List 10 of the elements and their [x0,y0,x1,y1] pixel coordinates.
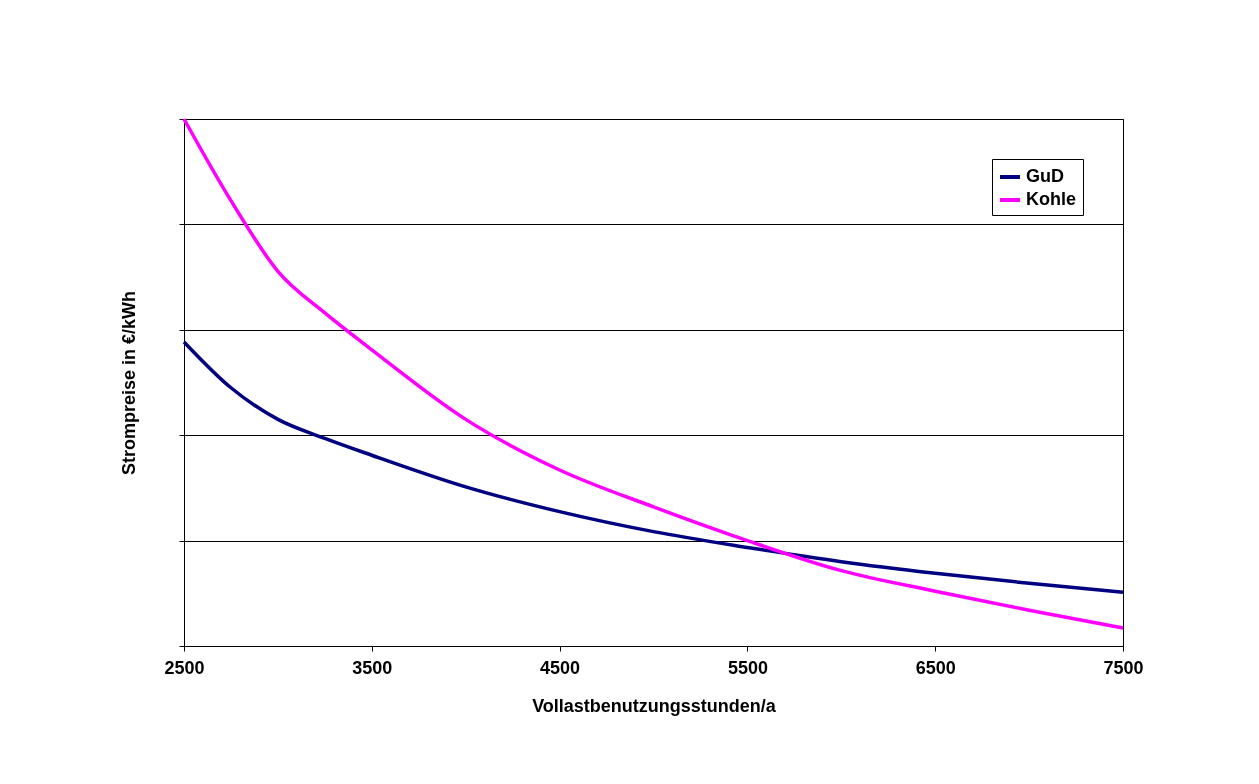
legend-label: Kohle [1026,189,1077,209]
x-tick-label: 3500 [352,657,393,678]
y-axis-title: Strompreise in €/kWh [119,290,139,476]
x-tick-label: 6500 [915,657,956,678]
x-tick-label: 4500 [540,657,581,678]
x-axis-title: Vollastbenutzungsstunden/a [532,695,777,716]
x-tick-label: 7500 [1103,657,1144,678]
legend-label: GuD [1026,166,1064,186]
x-tick-label: 2500 [164,657,205,678]
x-tick-label: 5500 [727,657,768,678]
